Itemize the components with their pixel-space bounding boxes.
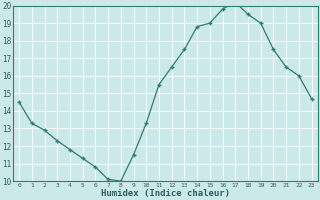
- X-axis label: Humidex (Indice chaleur): Humidex (Indice chaleur): [101, 189, 230, 198]
